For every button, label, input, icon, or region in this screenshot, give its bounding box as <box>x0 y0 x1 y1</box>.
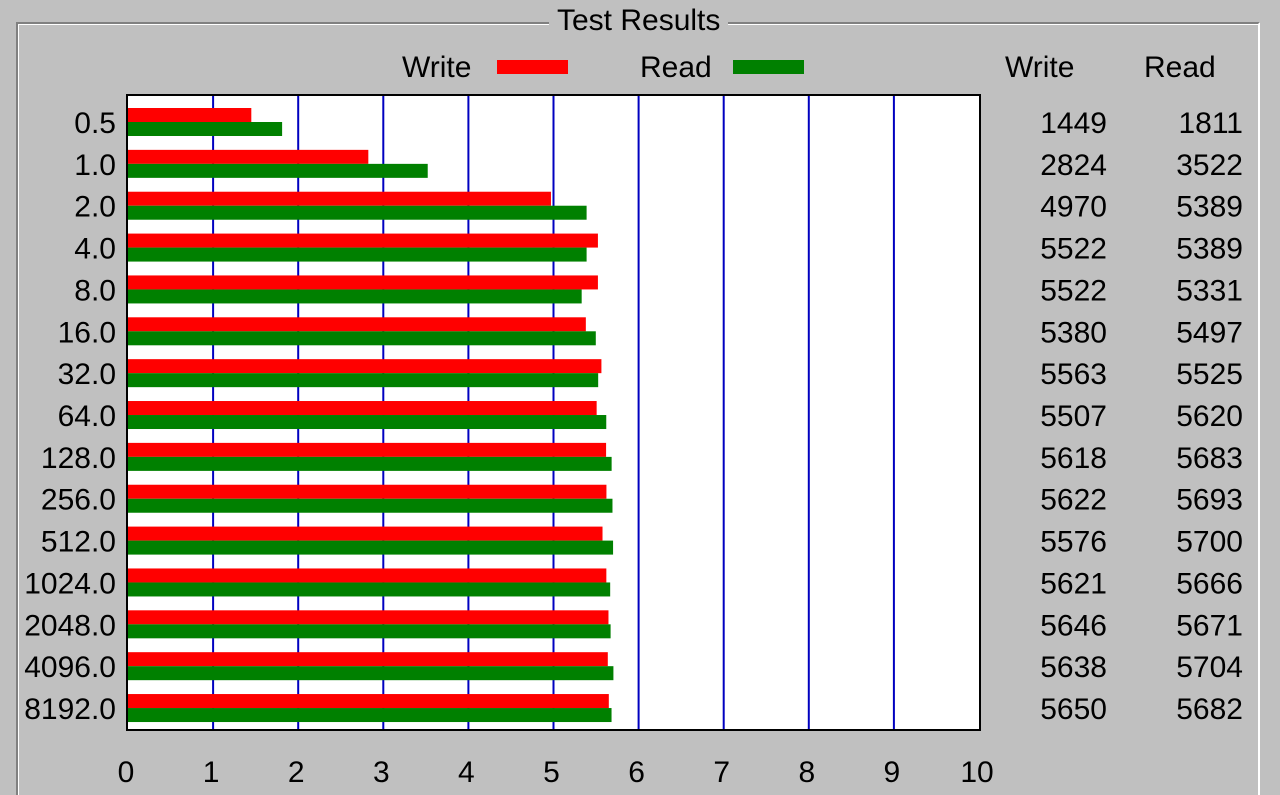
bar-read <box>128 582 611 597</box>
y-category-label: 256.0 <box>41 484 116 517</box>
bar-read <box>128 666 614 681</box>
read-value-label: 3522 <box>1176 149 1243 182</box>
x-tick-label: 4 <box>458 756 475 789</box>
bar-write <box>128 442 607 457</box>
bar-read <box>128 708 612 723</box>
y-category-label: 512.0 <box>41 526 116 559</box>
bar-write <box>128 526 603 541</box>
write-value-label: 5563 <box>1040 358 1107 391</box>
bar-write <box>128 359 602 374</box>
y-category-label: 8192.0 <box>24 693 116 726</box>
bar-read <box>128 498 613 513</box>
read-value-label: 5683 <box>1176 442 1243 475</box>
read-value-label: 1811 <box>1178 107 1243 140</box>
read-value-label: 5700 <box>1176 526 1243 559</box>
x-tick-label: 1 <box>203 756 220 789</box>
bar-write <box>128 484 607 499</box>
bar-write <box>128 401 597 416</box>
y-category-label: 32.0 <box>58 358 116 391</box>
bar-write <box>128 149 369 164</box>
bar-read <box>128 331 596 346</box>
y-category-label: 4096.0 <box>24 651 116 684</box>
write-value-label: 5650 <box>1040 693 1107 726</box>
read-value-label: 5704 <box>1176 651 1243 684</box>
bar-write <box>128 610 609 625</box>
read-value-label: 5389 <box>1176 233 1243 266</box>
write-value-label: 5646 <box>1040 609 1107 642</box>
bar-write <box>128 108 252 122</box>
read-value-label: 5682 <box>1176 693 1243 726</box>
bar-read <box>128 540 614 555</box>
y-category-label: 1.0 <box>74 149 116 182</box>
bar-read <box>128 247 587 262</box>
write-value-label: 2824 <box>1040 149 1107 182</box>
read-value-label: 5666 <box>1176 567 1243 600</box>
bar-read <box>128 205 587 220</box>
legend-read-swatch <box>733 60 804 74</box>
write-value-label: 5380 <box>1040 316 1107 349</box>
write-value-label: 5522 <box>1040 274 1107 307</box>
write-value-label: 5621 <box>1040 567 1107 600</box>
x-tick-label: 0 <box>118 756 135 789</box>
y-category-label: 0.5 <box>74 107 116 140</box>
y-category-label: 8.0 <box>74 274 116 307</box>
y-category-label: 2.0 <box>74 191 116 224</box>
write-value-label: 5618 <box>1040 442 1107 475</box>
bar-read <box>128 456 612 471</box>
y-category-label: 128.0 <box>41 442 116 475</box>
read-value-label: 5497 <box>1176 316 1243 349</box>
read-value-label: 5525 <box>1176 358 1243 391</box>
x-tick-label: 9 <box>884 756 901 789</box>
bar-write <box>128 233 598 248</box>
bar-read <box>128 415 607 430</box>
read-column-header: Read <box>1144 51 1216 84</box>
write-value-label: 5507 <box>1040 400 1107 433</box>
bar-read <box>128 624 611 639</box>
read-value-label: 5671 <box>1176 609 1243 642</box>
bar-write <box>128 317 586 332</box>
write-value-label: 5522 <box>1040 233 1107 266</box>
x-tick-label: 8 <box>798 756 815 789</box>
bar-write <box>128 568 607 583</box>
bar-read <box>128 373 599 388</box>
bar-read <box>128 163 428 178</box>
y-category-label: 2048.0 <box>24 609 116 642</box>
x-tick-label: 7 <box>713 756 730 789</box>
bar-write <box>128 275 598 290</box>
legend-read-label: Read <box>640 51 712 84</box>
write-value-label: 4970 <box>1040 191 1107 224</box>
write-value-label: 5576 <box>1040 526 1107 559</box>
bar-write <box>128 191 551 206</box>
bar-write <box>128 694 609 709</box>
read-value-label: 5389 <box>1176 191 1243 224</box>
write-value-label: 1449 <box>1040 107 1107 140</box>
bar-write <box>128 652 608 667</box>
y-category-label: 1024.0 <box>24 567 116 600</box>
x-tick-label: 3 <box>373 756 390 789</box>
write-value-label: 5638 <box>1040 651 1107 684</box>
read-value-label: 5620 <box>1176 400 1243 433</box>
bar-read <box>128 122 283 136</box>
bar-read <box>128 289 582 304</box>
legend-write-label: Write <box>402 51 472 84</box>
legend-write-swatch <box>497 60 568 74</box>
y-category-label: 64.0 <box>58 400 116 433</box>
read-value-label: 5693 <box>1176 484 1243 517</box>
x-tick-label: 6 <box>628 756 645 789</box>
y-category-label: 16.0 <box>58 316 116 349</box>
x-tick-label: 2 <box>288 756 305 789</box>
read-value-label: 5331 <box>1176 274 1243 307</box>
y-category-label: 4.0 <box>74 233 116 266</box>
x-tick-label: 5 <box>543 756 560 789</box>
write-value-label: 5622 <box>1040 484 1107 517</box>
x-tick-label: 10 <box>960 756 993 789</box>
groupbox-title: Test Results <box>549 3 729 39</box>
write-column-header: Write <box>1005 51 1075 84</box>
